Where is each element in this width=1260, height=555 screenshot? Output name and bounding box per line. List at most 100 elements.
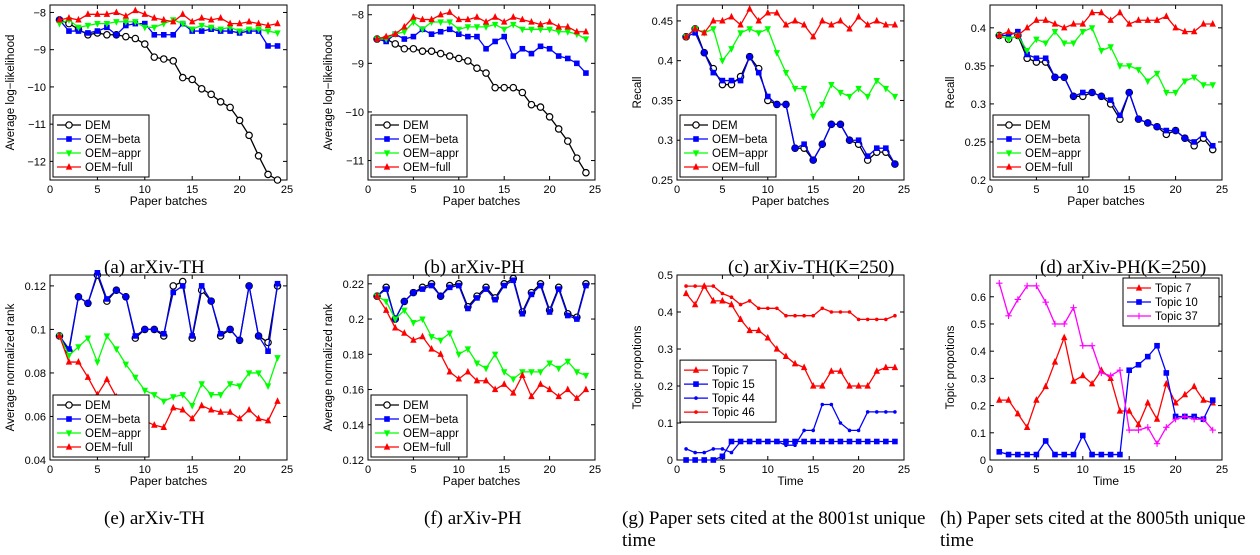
legend-label: Topic 7 (1155, 283, 1191, 295)
data-point (891, 20, 899, 28)
data-point (528, 26, 535, 34)
y-axis-label: Average normalized rank (323, 303, 335, 431)
data-point (1033, 36, 1040, 44)
data-point (793, 313, 797, 318)
data-point (1135, 361, 1142, 368)
x-tick-label: 10 (1077, 184, 1089, 196)
data-point (810, 32, 817, 40)
data-point (793, 443, 797, 448)
data-point (555, 365, 562, 373)
data-point (1126, 89, 1132, 96)
data-point (783, 438, 789, 445)
data-point (410, 289, 417, 296)
y-tick-label: 0.4 (971, 346, 986, 358)
data-point (410, 319, 417, 327)
x-tick-label: 25 (589, 464, 601, 476)
series-oem−full (373, 292, 590, 401)
data-point (473, 376, 481, 384)
data-point (537, 20, 544, 28)
data-point (159, 55, 168, 63)
data-point (738, 439, 743, 444)
data-point (1209, 426, 1216, 434)
data-point (996, 279, 1003, 287)
x-tick-label: 0 (987, 464, 993, 476)
data-point (819, 141, 826, 148)
data-point (537, 282, 544, 289)
data-point (1061, 333, 1068, 341)
y-tick-label: −8 (33, 7, 46, 19)
data-point (710, 69, 717, 76)
data-point (882, 85, 890, 93)
data-point (1209, 397, 1216, 403)
data-point (473, 24, 481, 31)
data-point (1209, 82, 1216, 89)
data-point (710, 16, 717, 24)
data-point (1088, 25, 1096, 32)
data-point (169, 57, 178, 65)
data-point (446, 26, 453, 33)
data-point (1191, 139, 1197, 145)
legend-swatch-marker (65, 150, 73, 157)
data-point (491, 13, 499, 20)
data-point (766, 439, 770, 444)
data-point (170, 289, 177, 296)
legend-label: OEM−appr (403, 428, 459, 440)
data-point (1135, 67, 1142, 74)
data-point (856, 428, 861, 433)
data-point (847, 428, 852, 433)
data-point (1154, 342, 1160, 349)
legend-swatch-marker (1005, 163, 1013, 170)
data-point (226, 408, 234, 415)
data-point (510, 13, 517, 20)
data-point (1144, 78, 1151, 86)
data-point (1061, 74, 1068, 81)
data-point (141, 24, 148, 32)
x-tick-label: 0 (47, 184, 53, 196)
data-point (1080, 432, 1086, 439)
legend: DEM OEM−beta OEM−appr OEM−full (679, 114, 777, 178)
series-oem−beta (56, 270, 281, 354)
data-point (1098, 451, 1105, 458)
legend-swatch-marker (383, 150, 391, 157)
data-point (217, 26, 224, 34)
data-point (160, 21, 167, 28)
data-point (236, 337, 243, 344)
chart-panel-g: 0 5 10 15 20 25 0 0.1 0.2 0.3 0.4 0.5 Time Topic prop… (632, 270, 910, 488)
chart-panel-c: 0 5 10 15 20 25 0.25 0.3 0.35 0.4 0.45 Paper batche… (632, 4, 910, 208)
data-point (738, 302, 743, 307)
data-point (775, 439, 779, 444)
data-point (103, 30, 111, 39)
data-point (446, 367, 453, 375)
data-point (746, 4, 753, 12)
data-point (217, 14, 224, 21)
y-axis-label: Topic propotions (945, 325, 957, 409)
data-point (446, 284, 453, 291)
data-point (720, 447, 725, 451)
data-point (1005, 27, 1012, 35)
data-point (500, 83, 509, 92)
data-point (537, 369, 544, 376)
series-line (58, 335, 279, 429)
legend-label: OEM−full (403, 442, 451, 454)
data-point (810, 382, 817, 389)
data-point (996, 396, 1003, 403)
y-tick-label: 0.2 (971, 175, 986, 187)
data-point (274, 355, 281, 362)
data-point (1190, 27, 1198, 35)
data-point (528, 369, 535, 376)
data-point (197, 84, 206, 93)
data-point (236, 383, 243, 390)
chart-panel-f: 0 5 10 15 20 25 0.12 0.14 0.16 0.18 0.2 0.22 Paper b… (323, 274, 601, 488)
data-point (847, 310, 852, 314)
data-point (103, 10, 111, 17)
legend-swatch-marker (694, 410, 698, 414)
legend-swatch-marker (692, 163, 700, 170)
data-point (65, 14, 73, 21)
data-point (56, 331, 63, 339)
data-point (1023, 48, 1031, 55)
data-point (855, 382, 862, 389)
y-tick-label: 0.06 (25, 411, 46, 423)
data-point (765, 93, 771, 100)
data-point (1079, 342, 1086, 349)
data-point (264, 28, 272, 36)
